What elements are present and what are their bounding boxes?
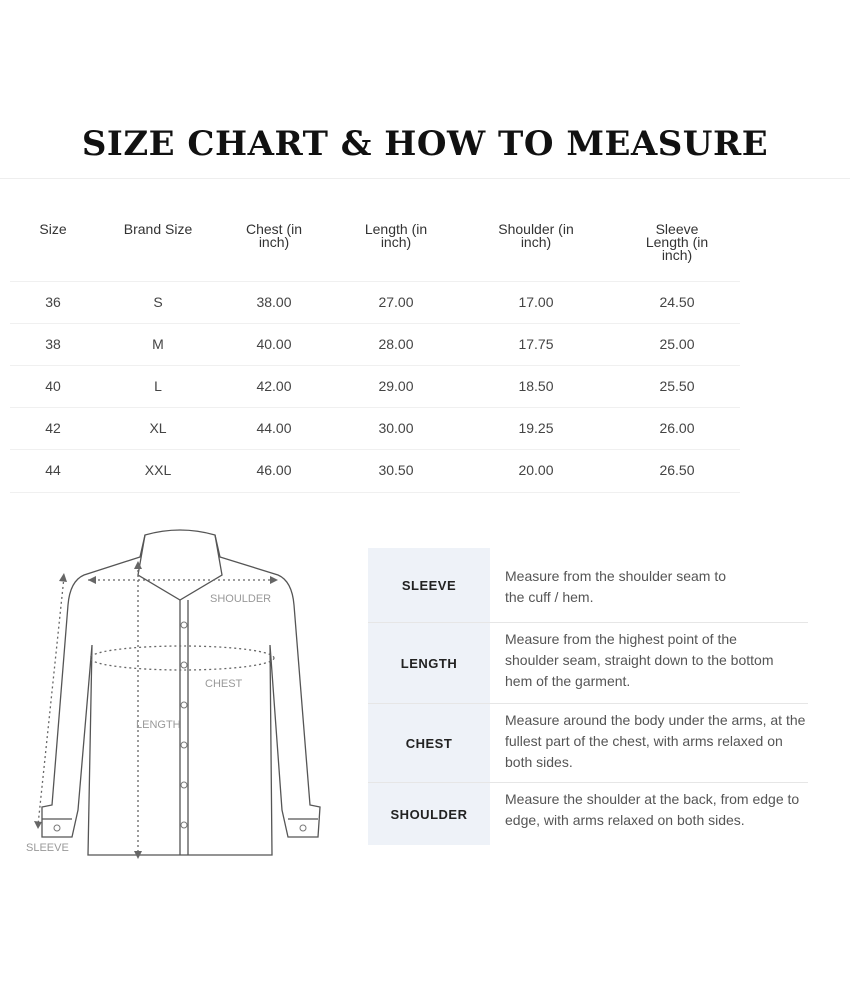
measure-guide-table: SLEEVE Measure from the shoulder seam to… — [368, 548, 808, 845]
shirt-buttons — [53, 621, 307, 832]
cell-size: 44 — [45, 462, 61, 478]
header-brand-size: Brand Size — [123, 221, 193, 237]
cell-chest: 42.00 — [256, 378, 292, 394]
label-shoulder: SHOULDER — [210, 593, 271, 605]
header-size: Size — [39, 221, 67, 237]
chest-line — [89, 645, 275, 671]
cell-size: 40 — [45, 378, 61, 394]
guide-label: CHEST — [368, 704, 490, 782]
cell-sleeve-length: 24.50 — [659, 294, 695, 310]
page-title: SIZE CHART & HOW TO MEASURE — [81, 124, 769, 164]
cell-sleeve-length: 25.00 — [659, 336, 695, 352]
label-chest: CHEST — [205, 678, 243, 690]
cell-length: 30.00 — [378, 420, 414, 436]
cell-brand-size: XL — [149, 420, 167, 436]
cell-brand-size: S — [153, 294, 163, 310]
table-row: 44 XXL 46.00 30.50 20.00 26.50 — [10, 449, 740, 492]
table-row: 40 L 42.00 29.00 18.50 25.50 — [10, 365, 740, 408]
shirt-outline — [41, 529, 321, 856]
cell-size: 42 — [45, 420, 61, 436]
guide-row-length: LENGTH Measure from the highest point of… — [368, 623, 808, 704]
measure-lines — [37, 565, 278, 855]
cell-sleeve-length: 25.50 — [659, 378, 695, 394]
arrow-icons — [34, 561, 278, 859]
cell-chest: 46.00 — [256, 462, 292, 478]
cell-chest: 40.00 — [256, 336, 292, 352]
label-sleeve: SLEEVE — [26, 842, 69, 854]
cell-chest: 38.00 — [256, 294, 292, 310]
table-row: 38 M 40.00 28.00 17.75 25.00 — [10, 323, 740, 366]
guide-row-sleeve: SLEEVE Measure from the shoulder seam to… — [368, 548, 808, 623]
cell-shoulder: 19.25 — [518, 420, 554, 436]
table-row: 42 XL 44.00 30.00 19.25 26.00 — [10, 407, 740, 450]
cell-brand-size: M — [152, 336, 164, 352]
cell-size: 36 — [45, 294, 61, 310]
cell-chest: 44.00 — [256, 420, 292, 436]
cell-shoulder: 17.00 — [518, 294, 554, 310]
table-row: 36 S 38.00 27.00 17.00 24.50 — [10, 281, 740, 324]
guide-label: LENGTH — [368, 623, 490, 703]
cell-length: 30.50 — [378, 462, 414, 478]
cell-shoulder: 20.00 — [518, 462, 554, 478]
guide-row-chest: CHEST Measure around the body under the … — [368, 704, 808, 783]
label-length: LENGTH — [136, 719, 181, 731]
header-length: Length (in inch) — [364, 221, 428, 250]
divider — [10, 492, 740, 493]
cell-brand-size: L — [154, 378, 162, 394]
cell-brand-size: XXL — [144, 462, 172, 478]
guide-label: SHOULDER — [368, 783, 490, 845]
cell-shoulder: 18.50 — [518, 378, 554, 394]
divider — [0, 178, 850, 179]
guide-text: Measure from the shoulder seam to the cu… — [505, 568, 726, 605]
sleeve-line — [37, 576, 65, 826]
cell-size: 38 — [45, 336, 61, 352]
guide-text: Measure the shoulder at the back, from e… — [505, 791, 800, 828]
cell-sleeve-length: 26.50 — [659, 462, 695, 478]
cell-length: 29.00 — [378, 378, 414, 394]
cell-length: 28.00 — [378, 336, 414, 352]
header-shoulder: Shoulder (in inch) — [498, 221, 574, 250]
guide-text: Measure from the highest point of the sh… — [505, 631, 774, 689]
guide-label: SLEEVE — [368, 548, 490, 622]
guide-text: Measure around the body under the arms, … — [505, 712, 806, 770]
header-chest: Chest (in inch) — [245, 221, 303, 250]
header-sleeve-length: Sleeve Length (in inch) — [645, 221, 709, 263]
cell-shoulder: 17.75 — [518, 336, 554, 352]
shirt-diagram: SHOULDER CHEST LENGTH SLEEVE — [26, 529, 321, 859]
cell-sleeve-length: 26.00 — [659, 420, 695, 436]
cell-length: 27.00 — [378, 294, 414, 310]
guide-row-shoulder: SHOULDER Measure the shoulder at the bac… — [368, 783, 808, 845]
